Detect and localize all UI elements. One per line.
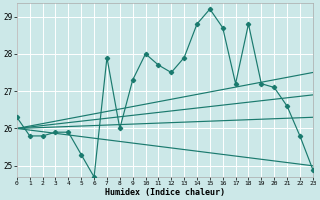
X-axis label: Humidex (Indice chaleur): Humidex (Indice chaleur) (105, 188, 225, 197)
